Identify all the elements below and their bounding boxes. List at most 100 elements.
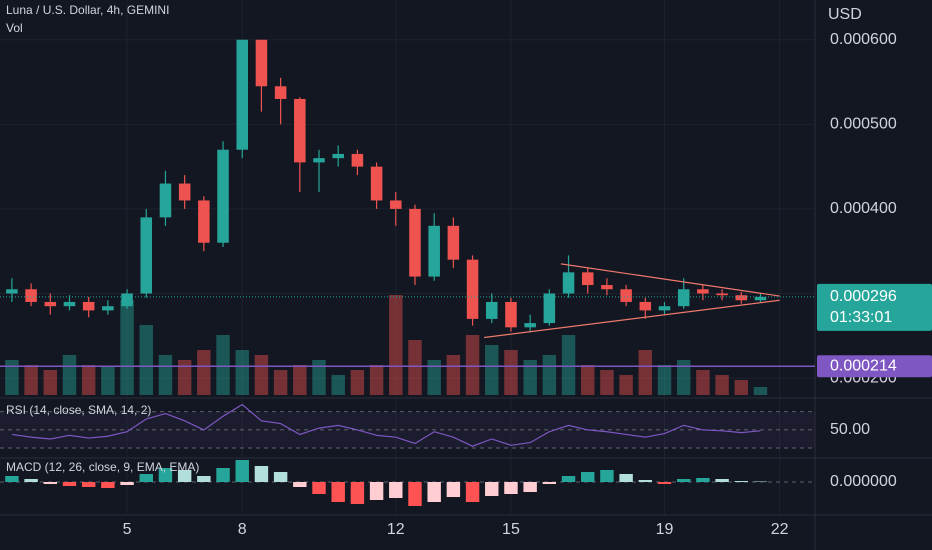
volume-bar xyxy=(446,355,461,395)
volume-bar xyxy=(427,360,441,395)
volume-bar xyxy=(523,360,537,395)
macd-histogram-bar xyxy=(216,468,230,482)
volume-bar xyxy=(5,360,19,395)
trendline xyxy=(484,299,780,339)
macd-histogram-bar xyxy=(101,482,115,488)
macd-histogram-bar xyxy=(446,482,461,497)
candle-body xyxy=(332,153,344,159)
macd-histogram-bar xyxy=(139,474,153,482)
volume-bar xyxy=(81,365,96,395)
x-tick-label: 19 xyxy=(656,521,674,538)
volume-bar xyxy=(331,375,345,395)
candle-body xyxy=(562,272,575,294)
candle-body xyxy=(102,306,114,311)
volume-bar xyxy=(657,365,672,395)
volume-bar xyxy=(216,335,230,395)
candle-body xyxy=(735,295,748,301)
volume-bar xyxy=(504,350,518,395)
volume-bar xyxy=(254,355,269,395)
volume-bar xyxy=(235,350,249,395)
volume-bar xyxy=(177,360,192,395)
volume-bar xyxy=(293,365,307,395)
macd-histogram-bar xyxy=(657,482,672,484)
rsi-tick-label: 50.00 xyxy=(830,421,870,438)
candle-body xyxy=(581,272,594,286)
macd-histogram-bar xyxy=(408,482,422,506)
candle-body xyxy=(505,301,517,328)
candle-body xyxy=(486,301,498,319)
candle-body xyxy=(255,39,268,87)
volume-title: Vol xyxy=(6,21,23,35)
macd-histogram-bar xyxy=(696,478,710,482)
chart-title: Luna / U.S. Dollar, 4h, GEMINI xyxy=(6,3,169,17)
macd-histogram-bar xyxy=(62,482,77,486)
volume-bar xyxy=(197,350,211,395)
volume-bar xyxy=(139,325,153,395)
macd-histogram-bar xyxy=(581,472,595,482)
candle-body xyxy=(370,166,383,201)
macd-histogram-bar xyxy=(638,480,653,482)
macd-histogram-bar xyxy=(5,476,19,482)
macd-histogram-bar xyxy=(715,479,729,482)
volume-bar xyxy=(465,335,480,395)
candle-body xyxy=(274,86,287,99)
volume-bar xyxy=(369,365,384,395)
macd-histogram-bar xyxy=(504,482,518,494)
macd-histogram-bar xyxy=(369,482,384,500)
x-tick-label: 8 xyxy=(238,521,247,538)
volume-bar xyxy=(619,375,633,395)
volume-bar xyxy=(561,335,576,395)
macd-histogram-bar xyxy=(350,482,365,504)
candle-body xyxy=(677,289,690,307)
volume-bar xyxy=(24,365,38,395)
volume-bar xyxy=(120,300,134,395)
candle-body xyxy=(390,200,402,209)
countdown-label: 01:33:01 xyxy=(830,309,892,326)
candle-body xyxy=(658,306,671,311)
horizontal-line-label: 0.000214 xyxy=(830,357,897,374)
macd-histogram-bar xyxy=(273,472,288,482)
volume-bar xyxy=(389,295,403,395)
trendline xyxy=(560,263,780,297)
macd-histogram-bar xyxy=(523,482,537,492)
volume-bar xyxy=(350,370,365,395)
candle-body xyxy=(620,289,632,302)
x-tick-label: 15 xyxy=(502,521,520,538)
macd-histogram-bar xyxy=(600,470,614,482)
candle-body xyxy=(294,98,306,163)
candle-body xyxy=(121,293,133,307)
x-tick-label: 12 xyxy=(387,521,405,538)
macd-histogram-bar xyxy=(619,474,633,482)
macd-histogram-bar xyxy=(24,479,38,482)
candle-body xyxy=(236,39,248,150)
volume-bar xyxy=(62,355,77,395)
candle-body xyxy=(25,289,37,302)
candle-body xyxy=(63,301,76,307)
axis-unit: USD xyxy=(828,6,862,23)
candle-body xyxy=(178,183,191,201)
candle-body xyxy=(524,323,536,328)
candle-body xyxy=(409,208,421,277)
volume-bar xyxy=(485,345,499,395)
volume-bar xyxy=(696,370,710,395)
candle-body xyxy=(159,183,172,218)
macd-histogram-bar xyxy=(120,482,134,485)
macd-histogram-bar xyxy=(254,466,269,482)
volume-bar xyxy=(273,370,288,395)
macd-tick-label: 0.000000 xyxy=(830,473,897,490)
candle-body xyxy=(44,301,57,307)
candle-body xyxy=(447,225,460,260)
macd-histogram-bar xyxy=(158,468,173,482)
macd-histogram-bar xyxy=(734,481,749,482)
macd-histogram-bar xyxy=(293,482,307,487)
y-tick-label: 0.000400 xyxy=(830,200,897,217)
volume-bar xyxy=(101,367,115,395)
candle-body xyxy=(313,158,325,163)
volume-bar xyxy=(676,360,691,395)
candle-body xyxy=(466,259,479,319)
volume-bar xyxy=(158,355,173,395)
macd-histogram-bar xyxy=(235,460,249,482)
y-tick-label: 0.000600 xyxy=(830,31,897,48)
